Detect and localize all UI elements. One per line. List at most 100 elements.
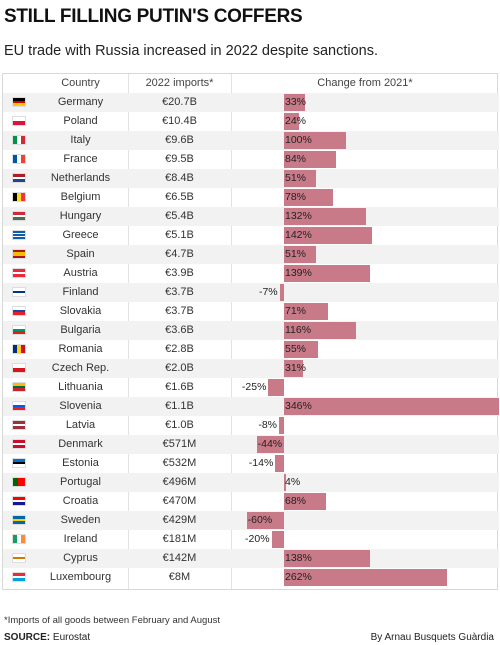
flag-icon xyxy=(12,363,26,373)
footnote: *Imports of all goods between February a… xyxy=(4,615,220,626)
country-name: Spain xyxy=(66,248,95,260)
country-name: Belgium xyxy=(60,191,101,203)
imports-value: €1.0B xyxy=(165,419,194,431)
imports-value: €142M xyxy=(162,552,197,564)
change-label: 4% xyxy=(285,476,301,488)
change-bar xyxy=(284,569,447,586)
country-name: Sweden xyxy=(60,514,101,526)
change-label: 138% xyxy=(285,552,312,564)
country-name: France xyxy=(63,153,98,165)
chart-title: STILL FILLING PUTIN'S COFFERS xyxy=(4,6,303,27)
imports-value: €5.4B xyxy=(165,210,194,222)
change-bar xyxy=(284,303,329,320)
change-bar xyxy=(284,151,337,168)
imports-value: €6.5B xyxy=(165,191,194,203)
imports-value: €2.8B xyxy=(165,343,194,355)
country-name: Romania xyxy=(58,343,103,355)
imports-value: €10.4B xyxy=(162,115,197,127)
flag-icon xyxy=(12,230,26,240)
table-row: Estonia €532M -14% xyxy=(3,454,499,473)
table-row: Belgium €6.5B 78% xyxy=(3,188,499,207)
country-name: Portugal xyxy=(60,476,101,488)
flag-icon xyxy=(12,401,26,411)
table-row: Ireland €181M -20% xyxy=(3,530,499,549)
flag-icon xyxy=(12,192,26,202)
country-name: Italy xyxy=(70,134,91,146)
flag-icon xyxy=(12,116,26,126)
change-label: 71% xyxy=(285,305,307,317)
imports-value: €1.1B xyxy=(165,400,194,412)
table-row: Slovakia €3.7B 71% xyxy=(3,302,499,321)
imports-value: €1.6B xyxy=(165,381,194,393)
change-bar xyxy=(284,246,316,263)
flag-icon xyxy=(12,325,26,335)
flag-icon xyxy=(12,420,26,430)
country-name: Finland xyxy=(62,286,99,298)
table-row: Sweden €429M -60% xyxy=(3,511,499,530)
flag-icon xyxy=(12,97,26,107)
country-name: Lithuania xyxy=(58,381,103,393)
imports-value: €2.0B xyxy=(165,362,194,374)
flag-icon xyxy=(12,572,26,582)
country-name: Estonia xyxy=(62,457,99,469)
imports-value: €496M xyxy=(162,476,197,488)
imports-value: €3.7B xyxy=(165,286,194,298)
table-row: Germany €20.7B 33% xyxy=(3,93,499,112)
imports-value: €181M xyxy=(162,533,197,545)
imports-value: €9.5B xyxy=(165,153,194,165)
change-label: 262% xyxy=(285,571,312,583)
country-name: Luxembourg xyxy=(49,571,112,583)
country-name: Latvia xyxy=(65,419,96,431)
source-line: SOURCE: Eurostat xyxy=(4,632,90,643)
change-bar xyxy=(284,398,500,415)
country-name: Hungary xyxy=(59,210,102,222)
imports-value: €3.7B xyxy=(165,305,194,317)
change-bar xyxy=(246,512,284,529)
country-name: Greece xyxy=(62,229,99,241)
flag-icon xyxy=(12,477,26,487)
change-label: -8% xyxy=(258,419,278,431)
change-label: -44% xyxy=(257,438,283,450)
source-value: Eurostat xyxy=(52,632,91,643)
change-label: 139% xyxy=(285,267,312,279)
imports-value: €5.1B xyxy=(165,229,194,241)
imports-value: €429M xyxy=(162,514,197,526)
chart-subtitle: EU trade with Russia increased in 2022 d… xyxy=(4,43,378,59)
change-bar xyxy=(284,550,370,567)
change-bar xyxy=(284,189,333,206)
flag-icon xyxy=(12,515,26,525)
imports-value: €8.4B xyxy=(165,172,194,184)
byline: By Arnau Busquets Guàrdia xyxy=(370,632,494,643)
table-row: Cyprus €142M 138% xyxy=(3,549,499,568)
table-row: Hungary €5.4B 132% xyxy=(3,207,499,226)
country-name: Czech Rep. xyxy=(51,362,110,374)
change-label: 132% xyxy=(285,210,312,222)
change-label: 55% xyxy=(285,343,307,355)
change-label: 51% xyxy=(285,248,307,260)
change-bar xyxy=(279,417,284,434)
flag-icon xyxy=(12,458,26,468)
change-bar xyxy=(284,322,357,339)
imports-value: €571M xyxy=(162,438,197,450)
change-bar xyxy=(284,94,305,111)
flag-icon xyxy=(12,306,26,316)
country-name: Bulgaria xyxy=(60,324,101,336)
change-label: 116% xyxy=(285,324,312,336)
table-row: Italy €9.6B 100% xyxy=(3,131,499,150)
change-label: -20% xyxy=(245,533,270,545)
change-label: -14% xyxy=(248,457,274,469)
header-imports: 2022 imports* xyxy=(145,77,214,89)
imports-value: €9.6B xyxy=(165,134,194,146)
change-bar xyxy=(268,379,284,396)
imports-value: €8M xyxy=(168,571,191,583)
change-bar xyxy=(284,132,347,149)
flag-icon xyxy=(12,249,26,259)
table-row: Finland €3.7B -7% xyxy=(3,283,499,302)
flag-icon xyxy=(12,268,26,278)
table-row: Slovenia €1.1B 346% xyxy=(3,397,500,416)
table-row: Denmark €571M -44% xyxy=(3,435,499,454)
table-row: Croatia €470M 68% xyxy=(3,492,499,511)
table-row: France €9.5B 84% xyxy=(3,150,499,169)
change-bar xyxy=(284,208,367,225)
imports-value: €470M xyxy=(162,495,197,507)
